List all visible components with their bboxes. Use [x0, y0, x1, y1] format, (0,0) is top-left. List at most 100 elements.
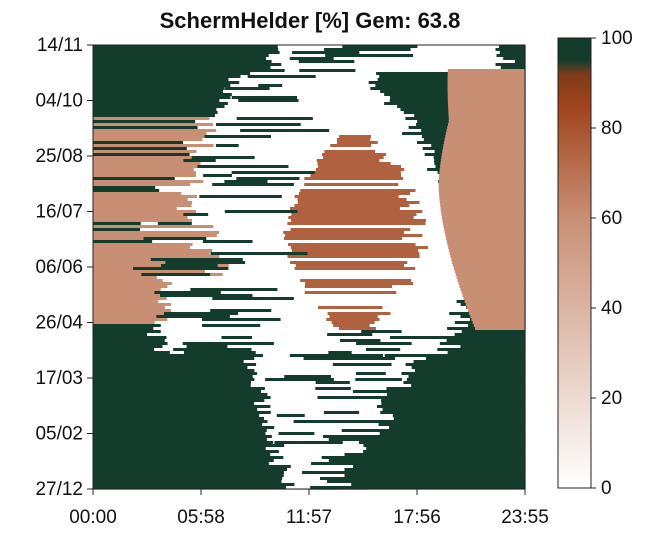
heatmap-row [93, 405, 526, 409]
night-streak-cell [221, 336, 253, 340]
shade-cell [93, 138, 203, 142]
midday-shade-cell [294, 267, 416, 271]
night-streak-cell [183, 213, 209, 217]
daylight-cell [214, 114, 415, 118]
shade-cell [447, 96, 526, 100]
heatmap-row [93, 411, 526, 415]
daylight-cell [250, 72, 377, 76]
heatmap-row [93, 264, 526, 268]
shade-cell [445, 132, 526, 136]
night-streak-cell [247, 75, 316, 79]
heatmap-row [93, 471, 526, 475]
midday-shade-cell [283, 237, 403, 241]
night-streak-cell [324, 48, 411, 52]
daylight-cell [190, 132, 403, 136]
heatmap-row [93, 111, 526, 115]
night-streak-cell [315, 387, 351, 391]
heatmap-row [93, 138, 526, 142]
shade-cell [93, 246, 191, 250]
daylight-cell [224, 87, 371, 91]
shade-cell [447, 99, 526, 103]
shade-cell [442, 147, 526, 151]
daylight-cell [268, 462, 348, 466]
shade-cell [93, 198, 188, 202]
heatmap-row [93, 279, 526, 283]
heatmap-row [93, 195, 526, 199]
heatmap-row [93, 435, 526, 439]
heatmap-row [93, 81, 526, 85]
shade-cell [439, 195, 526, 199]
heatmap-row [93, 300, 526, 304]
heatmap-row [93, 135, 526, 139]
shade-cell [93, 192, 182, 196]
daylight-cell [259, 414, 393, 418]
heatmap-row [93, 267, 526, 271]
shade-cell [93, 282, 172, 286]
shade-cell [440, 165, 526, 169]
daylight-cell [278, 450, 364, 454]
heatmap-row [93, 453, 526, 457]
shade-cell [442, 150, 526, 154]
shade-cell [93, 309, 172, 313]
daylight-cell [254, 369, 415, 373]
daylight-cell [162, 345, 461, 349]
heatmap-row [93, 393, 526, 397]
heatmap-row [93, 147, 526, 151]
shade-cell [443, 141, 526, 145]
shade-cell [475, 327, 526, 331]
daylight-cell [265, 432, 380, 436]
heatmap-row [93, 465, 526, 469]
heatmap-row [93, 228, 526, 232]
heatmap-row [93, 249, 526, 253]
daylight-cell [254, 402, 382, 406]
heatmap-row [93, 309, 526, 313]
heatmap-row [93, 432, 526, 436]
daylight-cell [174, 150, 435, 154]
night-streak-cell [361, 330, 402, 334]
shade-cell [93, 318, 168, 322]
shade-cell [452, 261, 526, 265]
daylight-cell [133, 270, 457, 274]
shade-cell [93, 213, 189, 217]
daylight-cell [271, 60, 515, 64]
night-streak-cell [240, 129, 330, 133]
night-streak-cell [355, 378, 402, 382]
heatmap-row [93, 429, 526, 433]
night-streak-cell [339, 339, 381, 343]
y-tick-label: 05/02 [35, 424, 83, 445]
daylight-cell [166, 336, 442, 340]
shade-cell [448, 111, 526, 115]
heatmap-row [93, 297, 526, 301]
midday-shade-cell [290, 207, 400, 211]
heatmap-row [93, 216, 526, 220]
y-tick-label: 26/04 [35, 313, 83, 334]
heatmap-row [93, 171, 526, 175]
heatmap-row [93, 354, 526, 358]
y-tick-label: 04/10 [35, 91, 83, 112]
heatmap-row [93, 120, 526, 124]
shade-cell [473, 324, 526, 328]
shade-cell [93, 321, 155, 325]
midday-shade-cell [310, 174, 402, 178]
daylight-cell [266, 57, 504, 61]
heatmap-row [93, 183, 526, 187]
daylight-cell [184, 138, 424, 142]
colorbar-tick-label: 100 [601, 28, 633, 49]
shade-cell [93, 156, 198, 160]
heatmap-row [93, 483, 526, 487]
heatmap-row [93, 192, 526, 196]
shade-cell [93, 252, 210, 256]
shade-cell [443, 225, 526, 229]
shade-cell [93, 159, 207, 163]
colorbar-ticks: 0 20 40 60 80 100 [591, 28, 633, 499]
daylight-cell [290, 465, 365, 469]
shade-cell [471, 318, 526, 322]
midday-shade-cell [288, 243, 416, 247]
daylight-cell [172, 180, 438, 184]
night-streak-cell [231, 96, 298, 100]
heatmap-row [93, 333, 526, 337]
shade-cell [93, 249, 213, 253]
shade-cell [447, 102, 526, 106]
shade-cell [93, 162, 201, 166]
chart-title: SchermHelder [%] Gem: 63.8 [160, 8, 461, 33]
